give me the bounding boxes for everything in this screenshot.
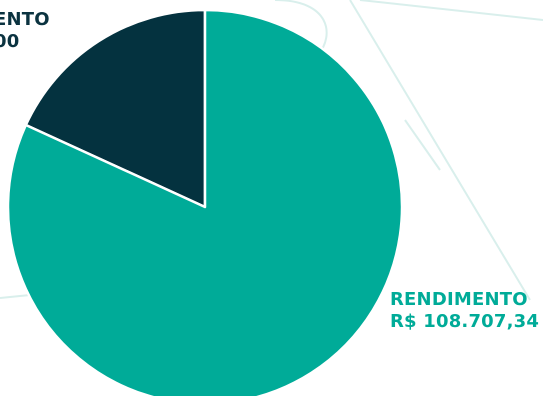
decor-line [359, 0, 543, 21]
slice-label-aporte-line1: ENTO [0, 9, 50, 30]
slice-label-aporte: ENTO 00 [0, 9, 50, 53]
pie-slice-aporte [24, 8, 207, 209]
pie-slice-rendimento [6, 8, 404, 396]
slice-label-rendimento-line2: R$ 108.707,34 [390, 311, 540, 332]
slice-label-rendimento: RENDIMENTO R$ 108.707,34 [390, 289, 539, 333]
decor-line [349, 0, 531, 301]
background-decoration [0, 0, 543, 301]
decor-line [404, 119, 441, 171]
pie-slices [6, 8, 404, 396]
slice-label-rendimento-line1: RENDIMENTO [390, 289, 528, 310]
slice-label-aporte-line2: 00 [0, 31, 20, 52]
